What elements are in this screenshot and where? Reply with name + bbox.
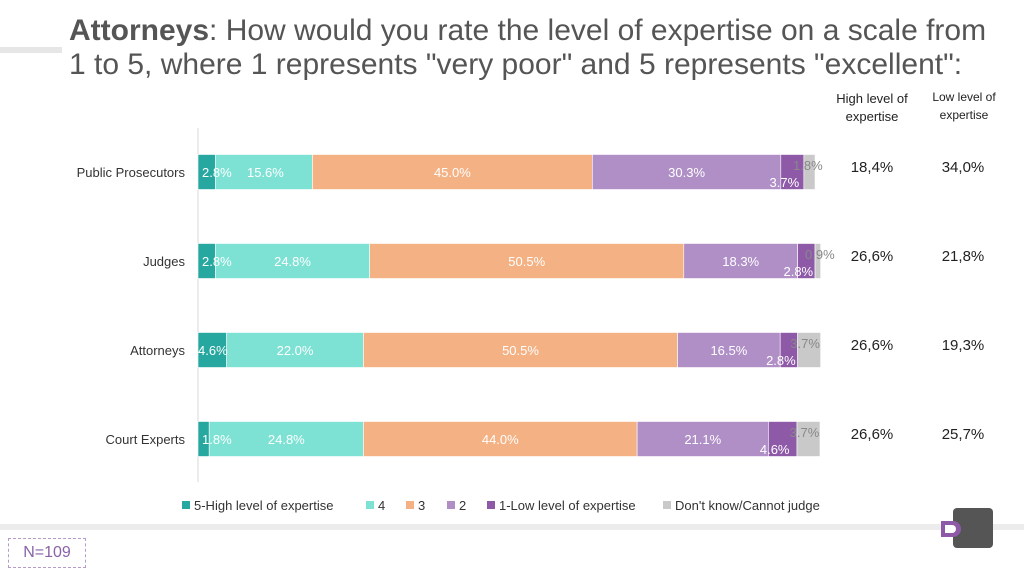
data-label-s5: 2.8% — [202, 165, 232, 180]
data-label-s5: 4.6% — [198, 343, 228, 358]
title-rest: : How would you rate the level of expert… — [69, 14, 987, 81]
bar-segment-dk — [796, 421, 821, 457]
category-label: Attorneys — [130, 343, 185, 358]
bar-segment-dk — [797, 332, 821, 368]
high-level-header: High level of expertise — [836, 91, 908, 124]
high-level-value: 26,6% — [851, 337, 894, 354]
data-label-s4: 24.8% — [268, 432, 305, 447]
data-label-s3: 44.0% — [482, 432, 519, 447]
high-level-value: 26,6% — [851, 426, 894, 443]
high-level-value: 18,4% — [851, 159, 894, 176]
legend-label-s1: 1-Low level of expertise — [499, 498, 636, 513]
bar-segment-s3 — [363, 332, 678, 368]
low-level-header: Low level of expertise — [932, 90, 996, 122]
high-level-value: 26,6% — [851, 248, 894, 265]
title-bold: Attorneys — [69, 14, 210, 47]
legend-label-dk: Don't know/Cannot judge — [675, 498, 820, 513]
bar-segment-s3 — [312, 154, 593, 190]
footer-bar — [0, 524, 1024, 530]
bar-segment-s4 — [208, 421, 364, 457]
legend-label-s2: 2 — [459, 498, 466, 513]
bar-segment-dk — [814, 243, 821, 279]
category-label: Judges — [143, 254, 185, 269]
data-label-dk: 1.8% — [793, 158, 823, 173]
data-label-s5: 2.8% — [202, 254, 232, 269]
data-label-s1: 2.8% — [783, 264, 813, 279]
bar-segment-s3 — [363, 421, 638, 457]
bar-segment-s2 — [592, 154, 782, 190]
low-level-value: 34,0% — [942, 159, 985, 176]
bar-segment-s1 — [768, 421, 798, 457]
data-label-s4: 22.0% — [277, 343, 314, 358]
bar-segment-s2 — [683, 243, 798, 279]
data-label-s2: 30.3% — [668, 165, 705, 180]
data-label-s2: 21.1% — [684, 432, 721, 447]
data-label-s3: 45.0% — [434, 165, 471, 180]
bar-segment-s4 — [215, 154, 313, 190]
legend-swatch-s4 — [366, 501, 374, 509]
bar-segment-s5 — [197, 332, 227, 368]
page-title: Attorneys: How would you rate the level … — [69, 14, 1009, 82]
data-label-s1: 4.6% — [760, 442, 790, 457]
data-label-s2: 18.3% — [722, 254, 759, 269]
sample-size-box: N=109 — [8, 538, 86, 568]
bar-segment-dk — [803, 154, 816, 190]
data-label-s4: 24.8% — [274, 254, 311, 269]
legend-swatch-dk — [663, 501, 671, 509]
low-level-value: 25,7% — [942, 426, 985, 443]
bar-segment-s3 — [369, 243, 685, 279]
data-label-s1: 2.8% — [766, 353, 796, 368]
data-label-dk: 0.9% — [805, 247, 835, 262]
data-label-s1: 3.7% — [770, 175, 800, 190]
bar-segment-s2 — [636, 421, 769, 457]
legend-label-s5: 5-High level of expertise — [194, 498, 333, 513]
legend-label-s4: 4 — [378, 498, 385, 513]
brand-logo-icon — [941, 508, 993, 548]
legend-swatch-s1 — [487, 501, 495, 509]
data-label-s3: 50.5% — [508, 254, 545, 269]
low-level-value: 21,8% — [942, 248, 985, 265]
legend-swatch-s2 — [447, 501, 455, 509]
legend-swatch-s5 — [182, 501, 190, 509]
data-label-s4: 15.6% — [247, 165, 284, 180]
data-label-dk: 3.7% — [790, 336, 820, 351]
legend-label-s3: 3 — [418, 498, 425, 513]
category-label: Public Prosecutors — [77, 165, 186, 180]
low-level-value: 19,3% — [942, 337, 985, 354]
data-label-s3: 50.5% — [502, 343, 539, 358]
category-label: Court Experts — [106, 432, 186, 447]
legend-swatch-s3 — [406, 501, 414, 509]
bar-segment-s4 — [226, 332, 364, 368]
data-label-dk: 3.7% — [790, 425, 820, 440]
bar-segment-s4 — [215, 243, 370, 279]
data-label-s5: 1.8% — [202, 432, 232, 447]
data-label-s2: 16.5% — [710, 343, 747, 358]
title-accent-bar — [0, 47, 62, 53]
